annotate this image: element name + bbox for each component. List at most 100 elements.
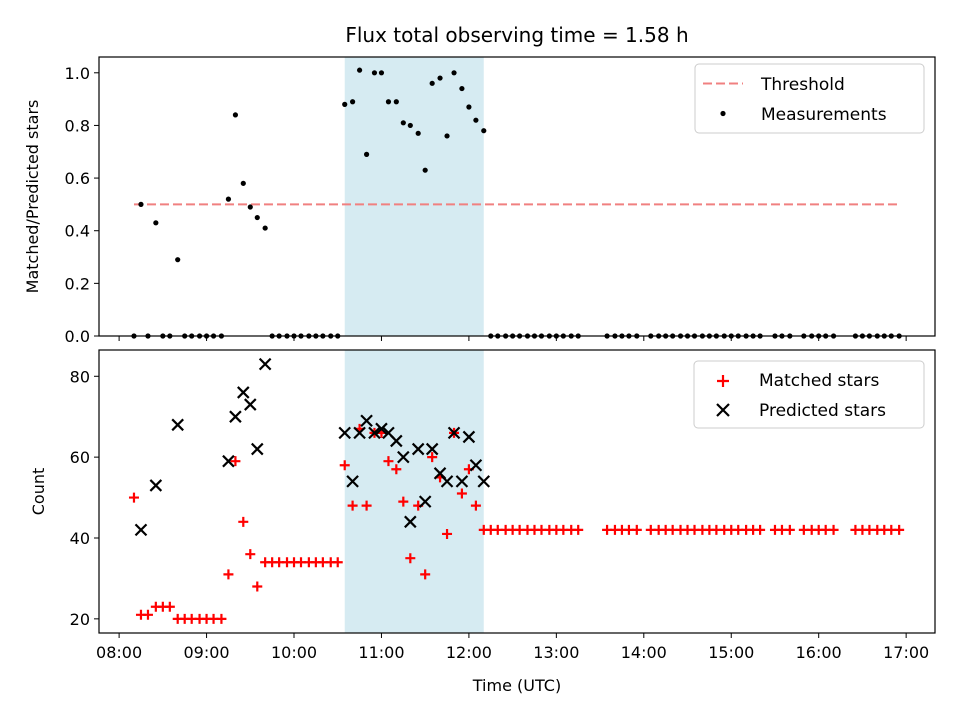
predicted-star-point [229, 410, 242, 423]
measurement-point [451, 70, 457, 76]
measurement-point [254, 214, 260, 221]
measurement-point [444, 133, 450, 139]
observing-window-shade [344, 350, 484, 633]
predicted-star-point [418, 495, 432, 508]
matched-star-point [405, 553, 416, 564]
legend-matched-swatch [717, 375, 729, 387]
matched-stars-points [128, 423, 905, 624]
xtick-label: 08:00 [96, 643, 142, 662]
predicted-star-point [390, 434, 403, 448]
xtick-label: 14:00 [621, 643, 667, 662]
ytick-label: 20 [70, 610, 90, 629]
measurement-point [466, 104, 472, 110]
matched-star-point [142, 609, 153, 620]
predicted-star-point [368, 426, 381, 440]
matched-star-point [442, 528, 453, 539]
matched-star-point [164, 601, 175, 612]
predicted-star-point [360, 414, 373, 428]
matched-star-point [252, 581, 263, 592]
matched-star-point [573, 524, 584, 535]
measurement-point [363, 151, 370, 157]
ratio-panel: 0.0 0.2 0.4 0.6 0.8 1.0 Matched/Predicted sta… [23, 56, 936, 346]
measurement-point [378, 70, 385, 76]
measurement-point [481, 128, 487, 134]
legend-predicted-label: Predicted stars [759, 401, 886, 421]
ytick-label: 0.8 [65, 116, 90, 135]
measurement-point [437, 75, 443, 81]
predicted-star-point [353, 426, 366, 440]
matched-star-point [245, 549, 256, 560]
time-xlabel: Time (UTC) [472, 676, 561, 695]
predicted-star-point [462, 430, 476, 444]
matched-star-point [828, 524, 839, 535]
matched-star-point [470, 500, 481, 511]
ytick-label: 0.6 [65, 169, 90, 188]
matched-star-point [332, 557, 343, 568]
matched-star-point [755, 524, 766, 535]
ytick-label: 0.4 [65, 222, 90, 241]
count-legend: Matched stars Predicted stars [693, 360, 925, 429]
predicted-star-point [455, 475, 469, 488]
predicted-star-point [237, 386, 250, 399]
ratio-legend: Threshold Measurements [694, 63, 925, 134]
predicted-star-point [447, 426, 461, 440]
predicted-star-point [134, 523, 148, 537]
count-ylabel: Count [29, 468, 48, 516]
measurement-point [371, 70, 378, 76]
ytick-label: 60 [70, 448, 90, 467]
xtick-label: 17:00 [883, 643, 929, 662]
ratio-axis-ticks: 0.0 0.2 0.4 0.6 0.8 1.0 [65, 64, 907, 346]
predicted-star-point [244, 398, 257, 411]
matched-star-point [216, 613, 227, 624]
legend-measurements-swatch [720, 110, 726, 117]
ratio-legend-box [694, 63, 925, 134]
matched-star-point [383, 456, 394, 467]
legend-matched-label: Matched stars [759, 371, 879, 391]
predicted-star-point [440, 475, 454, 488]
count-axes-frame [98, 349, 936, 634]
measurement-point [415, 130, 421, 136]
ratio-axes-frame [98, 56, 936, 337]
measurement-point [459, 85, 465, 92]
ytick-label: 0.0 [65, 327, 90, 346]
legend-predicted-swatch [716, 403, 730, 417]
measurement-point [138, 201, 144, 207]
measurement-point [400, 120, 406, 126]
xtick-label: 12:00 [446, 643, 492, 662]
matched-star-point [361, 500, 372, 511]
predicted-star-point [477, 475, 491, 488]
xtick-label: 16:00 [796, 643, 842, 662]
legend-threshold-label: Threshold [760, 75, 845, 95]
predicted-star-point [171, 418, 184, 432]
count-legend-box [693, 360, 925, 429]
chart-title: Flux total observing time = 1.58 h [345, 23, 688, 47]
matched-star-point [894, 524, 905, 535]
matched-star-point [631, 524, 642, 535]
measurement-point [262, 225, 268, 231]
matched-star-point [230, 456, 241, 467]
xtick-label: 13:00 [533, 643, 579, 662]
measurement-point [175, 257, 181, 263]
matched-star-point [456, 488, 467, 499]
predicted-stars-points [134, 357, 491, 537]
xtick-label: 09:00 [184, 643, 230, 662]
predicted-star-point [149, 479, 163, 492]
predicted-star-point [411, 442, 425, 456]
legend-measurements-label: Measurements [761, 105, 887, 125]
predicted-star-point [375, 422, 388, 436]
ytick-label: 1.0 [65, 64, 90, 83]
xtick-label: 10:00 [271, 643, 317, 662]
measurement-point [232, 112, 239, 118]
measurement-point [422, 167, 428, 173]
predicted-star-point [251, 442, 264, 456]
predicted-star-point [425, 442, 439, 456]
observing-window-shade [344, 57, 484, 336]
measurement-point [349, 99, 356, 105]
matched-star-point [398, 496, 409, 507]
measurement-point [473, 117, 479, 123]
predicted-star-point [404, 515, 417, 529]
measurement-point [240, 180, 246, 186]
measurement-point [429, 80, 435, 86]
ytick-label: 40 [70, 529, 90, 548]
